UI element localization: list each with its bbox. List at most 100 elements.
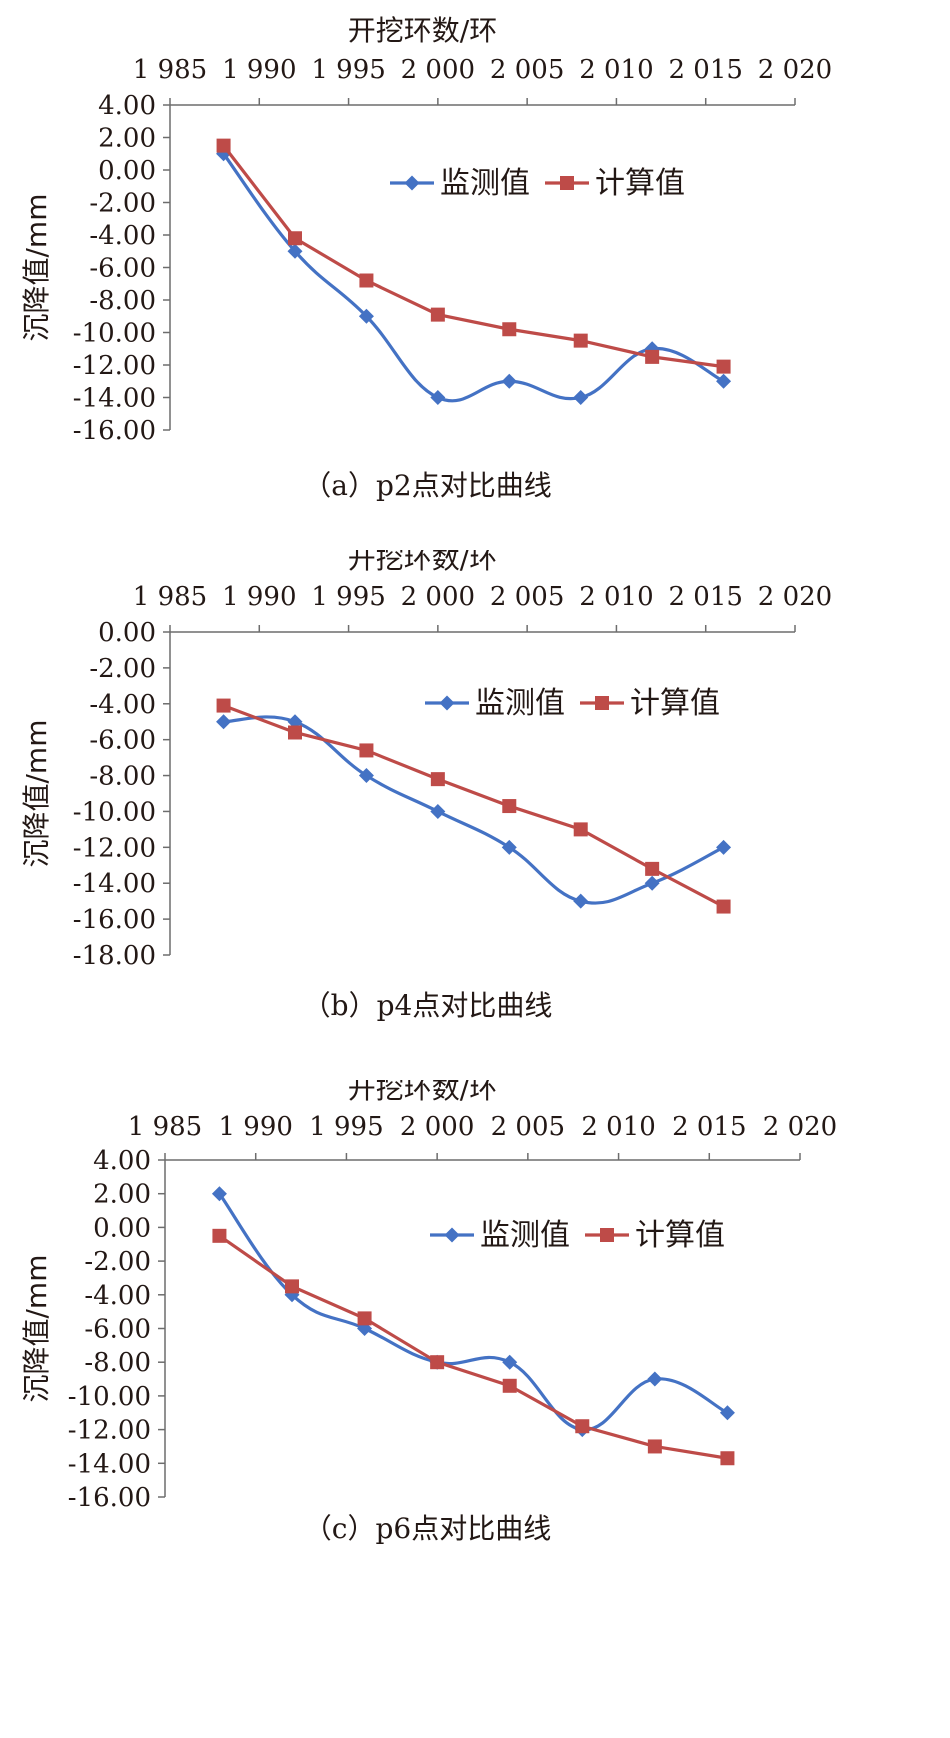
y-tick-label: 0.00 <box>98 618 156 648</box>
y-axis-title: 沉降值/mm <box>20 720 53 868</box>
legend-marker-diamond <box>404 175 420 191</box>
data-point-square <box>430 307 445 322</box>
y-tick-label: -16.00 <box>73 905 156 935</box>
y-tick-label: 2.00 <box>93 1180 151 1210</box>
data-point-square <box>720 1451 735 1466</box>
figure-caption: （c）p6点对比曲线 <box>304 1512 551 1545</box>
x-tick-label: 2 010 <box>581 1112 655 1142</box>
chart-b-svg: 0.00 -2.00 -4.00 -6.00 -8.00 -10.00 -12.00 -14.… <box>20 550 832 1022</box>
data-point-diamond <box>430 390 446 405</box>
y-tick-label: -12.00 <box>73 351 156 381</box>
x-tick-label: 2 015 <box>672 1112 746 1142</box>
data-point-diamond <box>430 803 446 819</box>
x-tick-label: 2 005 <box>490 55 564 85</box>
data-point-square <box>430 1355 445 1370</box>
y-tick-label: -2.00 <box>89 189 156 219</box>
y-tick-label: -2.00 <box>84 1247 151 1277</box>
x-tick-label: 2 015 <box>668 582 742 612</box>
data-point-square <box>645 861 660 876</box>
data-point-square <box>502 799 517 814</box>
legend-marker-diamond <box>444 1227 460 1243</box>
data-point-square <box>716 359 731 374</box>
data-point-diamond <box>716 373 732 389</box>
y-tick-label: -6.00 <box>84 1315 151 1345</box>
data-point-square <box>430 772 445 787</box>
data-point-diamond <box>716 839 732 855</box>
chart-a-group: 4.002.000.00-2.00-4.00-6.00-8.00-10.00-1… <box>20 14 832 502</box>
chart-b-group: 0.00 -2.00 -4.00 -6.00 -8.00 -10.00 -12.00 -14.… <box>20 550 832 1022</box>
data-point-square <box>288 725 302 740</box>
y-tick-label: -2.00 <box>89 654 156 684</box>
chart-a-svg: 4.002.000.00-2.00-4.00-6.00-8.00-10.00-1… <box>20 14 832 502</box>
y-tick-label: -14.00 <box>73 869 156 899</box>
legend-label-calculated: 计算值 <box>630 686 720 721</box>
data-point-square <box>216 138 231 153</box>
data-point-square <box>573 822 588 837</box>
y-tick-label: -10.00 <box>68 1382 151 1412</box>
y-axis-title: 沉降值/mm <box>20 1255 53 1403</box>
x-axis-title: 开挖环数/环 <box>348 14 497 47</box>
y-tick-label: -8.00 <box>89 762 156 792</box>
x-tick-label: 2 010 <box>579 55 653 85</box>
series-line-calculated <box>222 144 724 369</box>
y-tick-label: -6.00 <box>89 726 156 756</box>
x-tick-label: 2 020 <box>758 55 832 85</box>
chart-panel-b: 0.00 -2.00 -4.00 -6.00 -8.00 -10.00 -12.00 -14.… <box>0 550 950 1115</box>
x-tick-label: 1 995 <box>311 55 385 85</box>
data-point-diamond <box>287 243 303 259</box>
data-point-diamond <box>216 714 232 730</box>
y-tick-label: 4.00 <box>93 1146 151 1176</box>
data-point-square <box>359 273 374 288</box>
data-point-square <box>285 1279 299 1294</box>
x-tick-label: 1 995 <box>311 582 385 612</box>
x-tick-label: 2 005 <box>491 1112 565 1142</box>
y-tick-label: -12.00 <box>73 833 156 863</box>
data-point-diamond <box>647 1371 663 1387</box>
x-tick-label: 1 995 <box>309 1112 383 1142</box>
data-point-diamond <box>358 768 374 784</box>
legend-marker-diamond <box>439 695 455 711</box>
legend-label-monitored: 监测值 <box>440 166 530 201</box>
figure-caption: （a）p2点对比曲线 <box>303 469 551 502</box>
x-tick-label: 2 000 <box>400 1112 474 1142</box>
data-point-square <box>645 349 660 364</box>
data-point-square <box>359 743 374 758</box>
legend-label-calculated: 计算值 <box>595 166 685 201</box>
data-point-square <box>288 231 302 246</box>
y-tick-label: -4.00 <box>89 690 156 720</box>
data-point-square <box>575 1419 590 1434</box>
data-point-square <box>647 1439 662 1454</box>
series-line-calculated <box>218 1234 728 1460</box>
x-tick-label: 2 000 <box>401 582 475 612</box>
data-point-square <box>502 322 517 337</box>
chart-c-group: 4.00 2.000.00 -2.00 -4.00 -6.00-8.00 -10.00 -1… <box>20 1080 837 1545</box>
y-tick-label: 0.00 <box>93 1213 151 1243</box>
y-tick-label: -16.00 <box>68 1483 151 1513</box>
y-tick-label: 0.00 <box>98 156 156 186</box>
series-line-calculated <box>223 704 725 908</box>
series-line-monitored <box>223 715 725 905</box>
y-tick-label: -16.00 <box>73 416 156 446</box>
y-tick-label: -14.00 <box>68 1449 151 1479</box>
x-tick-label: 1 990 <box>222 582 296 612</box>
chart-c-svg: 4.00 2.000.00 -2.00 -4.00 -6.00-8.00 -10.00 -1… <box>20 1080 837 1545</box>
data-point-square <box>216 698 231 713</box>
y-tick-label: -12.00 <box>68 1416 151 1446</box>
legend-marker-square <box>600 1228 614 1242</box>
data-point-diamond <box>358 308 374 324</box>
figure-caption: （b）p4点对比曲线 <box>303 989 553 1022</box>
data-point-square <box>357 1311 372 1326</box>
y-tick-label: -8.00 <box>84 1348 151 1378</box>
x-tick-label: 1 985 <box>128 1112 202 1142</box>
x-tick-label: 1 990 <box>218 1112 292 1142</box>
legend-label-monitored: 监测值 <box>480 1218 570 1253</box>
data-point-diamond <box>501 373 517 389</box>
x-tick-label: 2 005 <box>490 582 564 612</box>
chart-panel-a: 4.00 2.00 0.00 -2.00 -4.00 -6.00 -8.00 -10.00 -1… <box>0 0 950 565</box>
y-tick-label: -14.00 <box>73 384 156 414</box>
y-tick-label: -10.00 <box>73 797 156 827</box>
data-point-diamond <box>644 875 660 891</box>
legend-marker-square <box>560 176 574 190</box>
x-tick-label: 2 010 <box>579 582 653 612</box>
y-tick-label: -4.00 <box>89 221 156 251</box>
